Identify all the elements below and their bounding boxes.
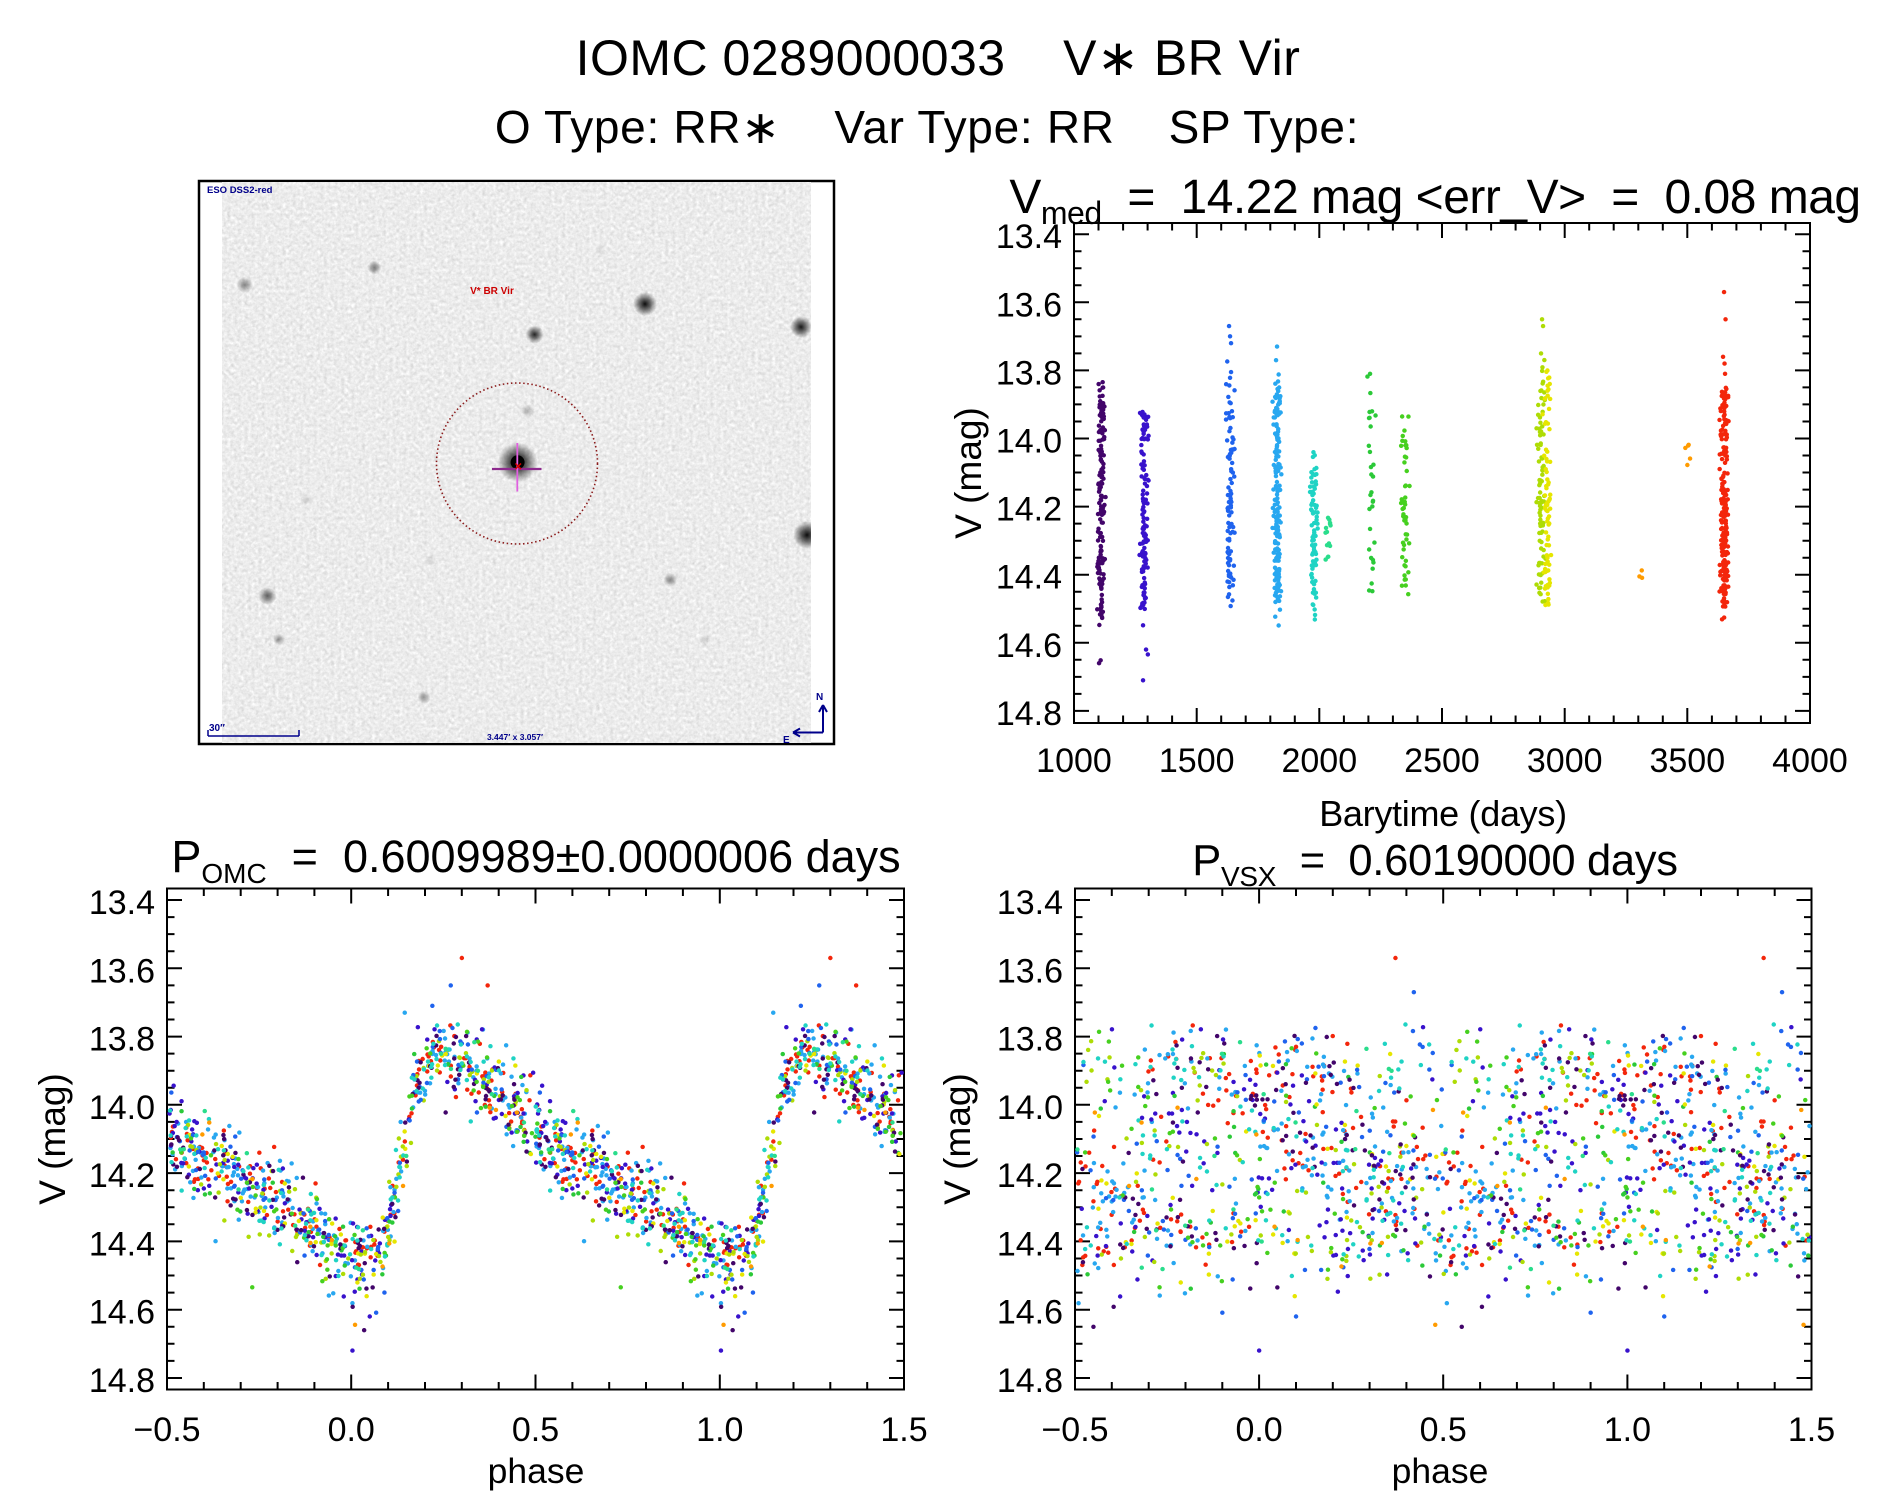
svg-text:1.0: 1.0 [696,1411,743,1449]
svg-text:Vmed = 14.22 mag <err_V> =: Vmed = 14.22 mag <err_V> = 0.08 mag [1009,171,1860,231]
svg-text:14.8: 14.8 [997,1362,1063,1400]
svg-text:2000: 2000 [1281,742,1357,780]
svg-text:13.8: 13.8 [996,354,1062,392]
svg-text:4000: 4000 [1772,742,1848,780]
svg-text:14.6: 14.6 [996,627,1062,665]
svg-text:13.4: 13.4 [997,884,1063,922]
svg-text:1.5: 1.5 [880,1411,927,1449]
svg-text:14.2: 14.2 [997,1157,1063,1195]
svg-text:phase: phase [1392,1451,1489,1491]
svg-text:14.4: 14.4 [997,1225,1063,1263]
svg-text:V (mag): V (mag) [32,1073,73,1205]
svg-text:14.0: 14.0 [89,1089,155,1127]
svg-text:Barytime (days): Barytime (days) [1319,793,1567,834]
svg-text:14.0: 14.0 [997,1089,1063,1127]
svg-text:13.6: 13.6 [89,952,155,990]
svg-text:−0.5: −0.5 [1041,1411,1108,1449]
svg-text:30″: 30″ [209,723,225,734]
svg-text:IOMC 0289000033 V∗ BR Vir: IOMC 0289000033 V∗ BR Vir [576,30,1301,86]
svg-text:14.8: 14.8 [996,695,1062,733]
svg-text:3000: 3000 [1527,742,1603,780]
svg-text:ESO DSS2-red: ESO DSS2-red [207,185,273,196]
svg-text:0.0: 0.0 [1235,1411,1282,1449]
svg-text:1000: 1000 [1036,742,1112,780]
svg-text:PVSX = 0.60190000 days: PVSX = 0.60190000 days [1192,837,1677,892]
svg-text:1500: 1500 [1159,742,1235,780]
svg-text:13.6: 13.6 [997,952,1063,990]
svg-text:2500: 2500 [1404,742,1480,780]
svg-text:phase: phase [488,1451,585,1491]
svg-text:E: E [783,735,790,746]
svg-text:14.8: 14.8 [89,1362,155,1400]
svg-text:14.4: 14.4 [996,559,1062,597]
svg-text:V* BR Vir: V* BR Vir [470,286,514,297]
svg-text:1.0: 1.0 [1604,1411,1651,1449]
svg-text:14.6: 14.6 [89,1294,155,1332]
svg-text:0.0: 0.0 [328,1411,375,1449]
svg-text:O Type: RR∗ Var Type: RR: O Type: RR∗ Var Type: RR SP Type: [495,101,1359,153]
svg-text:−0.5: −0.5 [133,1411,200,1449]
svg-text:13.4: 13.4 [89,884,155,922]
svg-text:V (mag): V (mag) [948,407,989,539]
svg-text:13.4: 13.4 [996,218,1062,256]
svg-text:14.2: 14.2 [89,1157,155,1195]
svg-text:1.5: 1.5 [1788,1411,1835,1449]
svg-text:14.0: 14.0 [996,423,1062,461]
svg-text:0.5: 0.5 [512,1411,559,1449]
svg-text:POMC = 0.6009989±0.0000006 d: POMC = 0.6009989±0.0000006 days [171,831,900,889]
svg-text:3500: 3500 [1649,742,1725,780]
svg-text:V (mag): V (mag) [937,1073,978,1205]
svg-text:13.6: 13.6 [996,286,1062,324]
svg-text:14.4: 14.4 [89,1225,155,1263]
svg-text:13.8: 13.8 [997,1021,1063,1059]
svg-text:13.8: 13.8 [89,1021,155,1059]
svg-text:14.6: 14.6 [997,1294,1063,1332]
svg-text:14.2: 14.2 [996,491,1062,529]
svg-text:0.5: 0.5 [1420,1411,1467,1449]
svg-text:N: N [816,692,823,703]
svg-text:3.447′ x 3.057′: 3.447′ x 3.057′ [487,732,543,742]
